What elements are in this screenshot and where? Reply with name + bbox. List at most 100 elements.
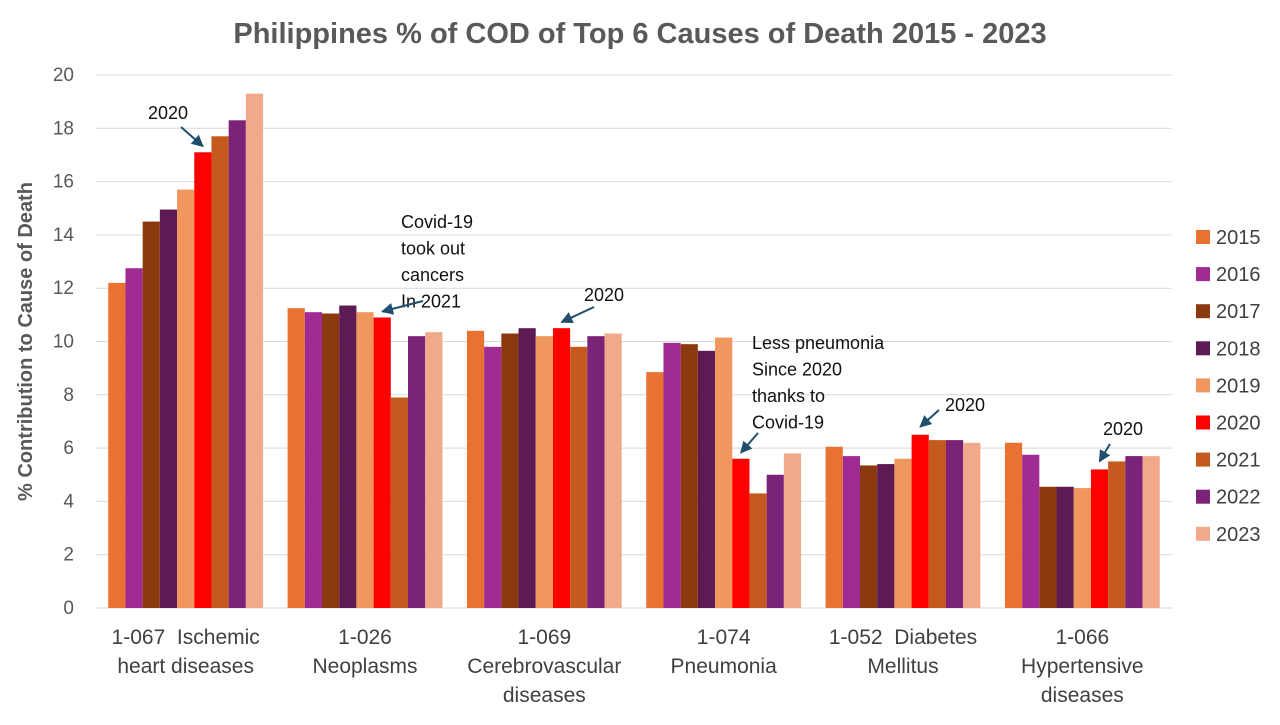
annotation-arrow — [919, 409, 940, 428]
annotation-text: thanks to — [752, 386, 825, 406]
x-tick-label: Mellitus — [867, 655, 938, 678]
annotation-text: Covid-19 — [752, 413, 824, 433]
bar — [466, 330, 485, 608]
bar — [177, 189, 195, 608]
y-tick-label: 4 — [63, 491, 74, 512]
legend-label: 2016 — [1216, 264, 1261, 286]
bar — [697, 350, 716, 608]
x-tick-label: 1-074 — [697, 626, 751, 649]
bar — [963, 442, 981, 608]
bar — [1004, 442, 1023, 608]
legend-label: 2017 — [1216, 301, 1261, 323]
bar — [825, 446, 843, 608]
bar — [1108, 461, 1126, 608]
y-tick-label: 16 — [53, 172, 74, 193]
bar — [1125, 456, 1143, 608]
bar — [408, 336, 426, 608]
legend-swatch — [1196, 341, 1210, 356]
axes: 0 2 4 6 8 10 12 14 16 18 20 1-067 Ischemic heart dis… — [53, 65, 1144, 707]
legend-swatch — [1196, 415, 1210, 430]
y-tick-label: 12 — [53, 278, 74, 299]
legend-swatch — [1196, 526, 1210, 541]
bar — [484, 346, 502, 608]
bar — [373, 317, 391, 608]
y-tick-label: 8 — [63, 385, 74, 406]
bar — [125, 268, 143, 608]
legend-label: 2023 — [1216, 524, 1261, 546]
bar — [663, 342, 681, 608]
bars — [108, 93, 1160, 609]
bar — [1039, 486, 1057, 608]
bar — [911, 434, 929, 608]
y-tick-label: 2 — [63, 545, 74, 566]
annotation-arrow — [1098, 443, 1111, 463]
chart-title: Philippines % of COD of Top 6 Causes of … — [233, 18, 1046, 50]
gridlines — [96, 74, 1172, 609]
x-tick-label: Cerebrovascular — [467, 655, 621, 678]
x-tick-label: 1-066 — [1055, 626, 1109, 649]
bar — [766, 474, 784, 608]
legend-swatch — [1196, 267, 1210, 282]
legend-label: 2015 — [1216, 227, 1261, 249]
annotation-arrow — [180, 126, 204, 148]
legend-label: 2022 — [1216, 487, 1261, 509]
legend-swatch — [1196, 304, 1210, 319]
x-tick-label: Hypertensive — [1021, 655, 1144, 678]
legend-swatch — [1196, 378, 1210, 393]
bar — [108, 282, 126, 608]
bar — [339, 305, 357, 608]
y-tick-label: 10 — [53, 332, 74, 353]
bar — [877, 464, 895, 608]
x-tick-label: 1-069 — [517, 626, 571, 649]
annotation-text: 2020 — [945, 395, 985, 415]
y-tick-label: 20 — [53, 65, 74, 86]
bar — [159, 209, 178, 608]
annotation-text: In 2021 — [401, 292, 461, 312]
bar — [1022, 454, 1040, 608]
legend-label: 2018 — [1216, 338, 1261, 360]
bar — [194, 152, 212, 608]
bar — [860, 465, 878, 608]
y-tick-label: 0 — [63, 598, 74, 619]
bar — [1073, 488, 1091, 608]
x-tick-label: heart diseases — [117, 655, 254, 678]
annotation-text: Since 2020 — [752, 360, 842, 380]
x-tick-label: diseases — [503, 684, 586, 707]
legend-label: 2020 — [1216, 413, 1261, 435]
bar — [894, 458, 912, 608]
bar — [142, 221, 160, 608]
annotation-arrow — [740, 432, 759, 454]
annotation-arrow — [560, 306, 595, 324]
bar — [928, 440, 946, 608]
x-tick-label: Pneumonia — [671, 655, 778, 678]
bar — [501, 333, 519, 608]
x-tick-label: 1-067 Ischemic — [112, 626, 260, 649]
legend: 2015 2016 2017 2018 2019 2020 2021 2022 2023 — [1196, 227, 1261, 546]
bar — [587, 336, 605, 608]
bar — [732, 458, 750, 608]
bar — [245, 93, 264, 608]
bar — [356, 312, 374, 608]
bar — [425, 332, 443, 608]
bar — [1056, 486, 1074, 608]
bar — [715, 337, 733, 608]
bar — [304, 312, 322, 608]
bar — [842, 456, 860, 608]
annotation-arrow — [381, 300, 424, 315]
legend-label: 2021 — [1216, 450, 1261, 472]
legend-swatch — [1196, 452, 1210, 467]
x-tick-label: diseases — [1041, 684, 1124, 707]
y-tick-label: 14 — [53, 225, 75, 246]
annotation-text: took out — [401, 239, 465, 259]
bar — [604, 333, 622, 608]
bar — [390, 397, 408, 608]
legend-swatch — [1196, 230, 1210, 244]
bar — [749, 493, 767, 608]
bar — [680, 344, 698, 608]
annotations: 2020 Covid-19 took out cancers In 2021 2020 Le… — [148, 103, 1143, 463]
y-tick-label: 18 — [53, 118, 74, 139]
bar — [946, 440, 964, 608]
bar — [552, 328, 571, 608]
